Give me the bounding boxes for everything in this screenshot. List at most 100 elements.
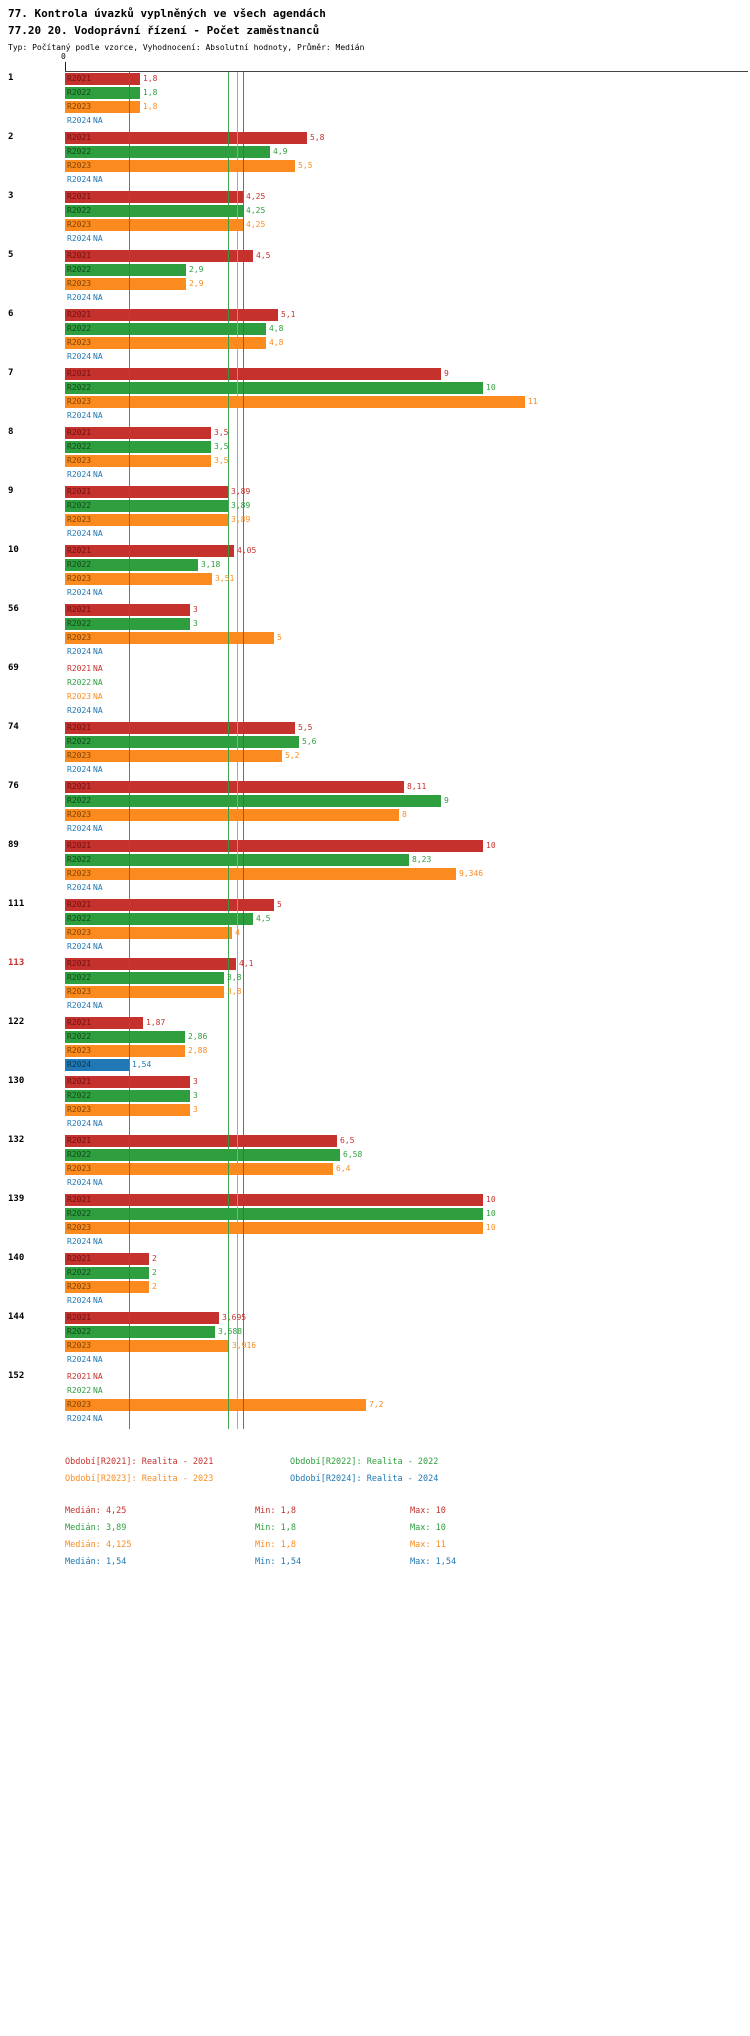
series-label: R2023 [67,397,92,406]
value-label: NA [93,942,103,951]
group: 74 R2021 5,5 R2022 5,6 R2023 5,2 R2024 N… [8,721,750,777]
bar-row: R2024 NA [65,1353,750,1367]
bar-row: R2021 6,5 [65,1134,750,1148]
series-label: R2023 [67,1400,92,1409]
series-label: R2023 [67,161,92,170]
bar [65,1267,149,1279]
series-label: R2024 [67,1237,92,1246]
bar-row: R2024 NA [65,173,750,187]
group-id-label: 69 [8,663,19,673]
series-label: R2024 [67,529,92,538]
series-label: R2023 [67,515,92,524]
series-label: R2024 [67,352,92,361]
series-label: R2024 [67,1119,92,1128]
value-label: 5 [277,900,282,909]
series-label: R2024 [67,706,92,715]
bar-row: R2021 2 [65,1252,750,1266]
series-label: R2022 [67,737,92,746]
bar-row: R2024 NA [65,350,750,364]
legend-row: Období[R2021]: Realita - 2021 Období[R20… [65,1457,515,1474]
group: 144 R2021 3,695 R2022 3,588 R2023 3,916 … [8,1311,750,1367]
bar-row: R2022 2,86 [65,1030,750,1044]
series-label: R2024 [67,1355,92,1364]
legend-row: Období[R2023]: Realita - 2023 Období[R20… [65,1474,515,1491]
bar-row: R2024 NA [65,1294,750,1308]
value-label: 6,58 [343,1150,363,1159]
bar [65,337,266,349]
stat-median: Medián: 1,54 [65,1557,127,1567]
bar [65,1059,129,1071]
stat-min: Min: 1,8 [255,1540,296,1550]
group-id-label: 152 [8,1371,25,1381]
bar-row: R2023 2,9 [65,277,750,291]
series-label: R2022 [67,1209,92,1218]
bar [65,455,211,467]
series-label: R2021 [67,1077,92,1086]
series-label: R2023 [67,574,92,583]
bar [65,913,253,925]
value-label: 8 [402,810,407,819]
bar-row: R2024 NA [65,645,750,659]
bar [65,1076,190,1088]
group: 6 R2021 5,1 R2022 4,8 R2023 4,8 R2024 NA [8,308,750,364]
bar-row: R2022 4,8 [65,322,750,336]
group-id-label: 144 [8,1312,25,1322]
value-label: 3,8 [227,973,242,982]
bar-row: R2023 3,916 [65,1339,750,1353]
series-label: R2023 [67,1341,92,1350]
value-label: 3 [193,1105,198,1114]
series-label: R2023 [67,869,92,878]
bar-row: R2023 NA [65,690,750,704]
group-id-label: 10 [8,545,19,555]
median-line-r2021 [243,72,244,1429]
bar-row: R2021 NA [65,1370,750,1384]
bar [65,146,270,158]
series-label: R2024 [67,1296,92,1305]
bar-row: R2022 9 [65,794,750,808]
group: 56 R2021 3 R2022 3 R2023 5 R2024 NA [8,603,750,659]
bar-row: R2023 3,8 [65,985,750,999]
bar-row: R2021 4,05 [65,544,750,558]
value-label: 4,1 [239,959,254,968]
bar [65,1399,366,1411]
bar-row: R2022 2,9 [65,263,750,277]
value-label: 2 [152,1254,157,1263]
series-label: R2023 [67,1164,92,1173]
series-label: R2022 [67,1032,92,1041]
value-label: 9 [444,369,449,378]
bar-row: R2024 NA [65,1412,750,1426]
bar-row: R2023 6,4 [65,1162,750,1176]
series-label: R2024 [67,883,92,892]
group: 3 R2021 4,25 R2022 4,25 R2023 4,25 R2024… [8,190,750,246]
series-label: R2023 [67,338,92,347]
bar [65,191,243,203]
series-label: R2022 [67,1386,92,1395]
series-label: R2021 [67,546,92,555]
group: 113 R2021 4,1 R2022 3,8 R2023 3,8 R2024 … [8,957,750,1013]
stat-max: Max: 11 [410,1540,446,1550]
stats-row-r2021: Medián: 4,25 Min: 1,8 Max: 10 [65,1506,456,1523]
series-label: R2021 [67,1372,92,1381]
median-line-r2024 [129,72,130,1429]
group-id-label: 9 [8,486,14,496]
bar [65,160,295,172]
bar [65,278,186,290]
bar-row: R2022 NA [65,676,750,690]
legend: Období[R2021]: Realita - 2021 Období[R20… [65,1457,515,1491]
series-label: R2021 [67,1018,92,1027]
bar [65,441,211,453]
series-label: R2021 [67,782,92,791]
value-label: NA [93,588,103,597]
bar-row: R2022 NA [65,1384,750,1398]
stat-max: Max: 10 [410,1523,446,1533]
value-label: NA [93,470,103,479]
series-label: R2023 [67,751,92,760]
group: 139 R2021 10 R2022 10 R2023 10 R2024 NA [8,1193,750,1249]
bar [65,809,399,821]
bar-row: R2024 NA [65,586,750,600]
legend-item-r2021: Období[R2021]: Realita - 2021 [65,1457,214,1467]
value-label: 1,8 [143,88,158,97]
bar-row: R2023 8 [65,808,750,822]
group: 7 R2021 9 R2022 10 R2023 11 R2024 NA [8,367,750,423]
bar-row: R2023 3,5 [65,454,750,468]
